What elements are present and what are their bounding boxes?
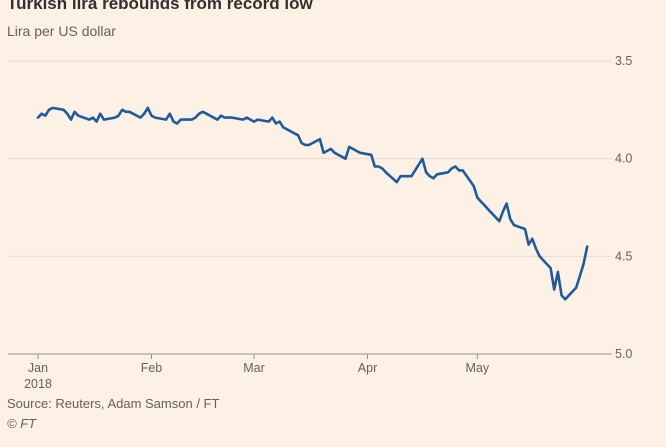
x-tick-label: May xyxy=(466,361,490,375)
x-tick-year-label: 2018 xyxy=(24,377,52,391)
y-tick-label: 3.5 xyxy=(615,54,632,68)
x-tick-label: Jan xyxy=(28,361,48,375)
gridlines xyxy=(8,60,612,355)
y-tick-label: 4.5 xyxy=(615,249,632,263)
y-tick-label: 5.0 xyxy=(615,347,632,361)
x-tick-label: Apr xyxy=(358,361,377,375)
y-axis: 3.5 4.0 4.5 5.0 xyxy=(615,54,632,361)
source-note: Source: Reuters, Adam Samson / FT xyxy=(7,396,220,411)
y-tick-label: 4.0 xyxy=(615,152,632,166)
chart-subtitle: Lira per US dollar xyxy=(7,23,116,39)
x-tick-label: Feb xyxy=(141,361,163,375)
series-line-lira xyxy=(36,106,589,301)
chart-title: Turkish lira rebounds from record low xyxy=(7,0,313,13)
x-tick-label: Mar xyxy=(243,361,265,375)
x-axis: Jan 2018 Feb Mar Apr May xyxy=(24,354,490,391)
series-layer xyxy=(36,106,589,301)
credit-note: © FT xyxy=(7,416,37,431)
